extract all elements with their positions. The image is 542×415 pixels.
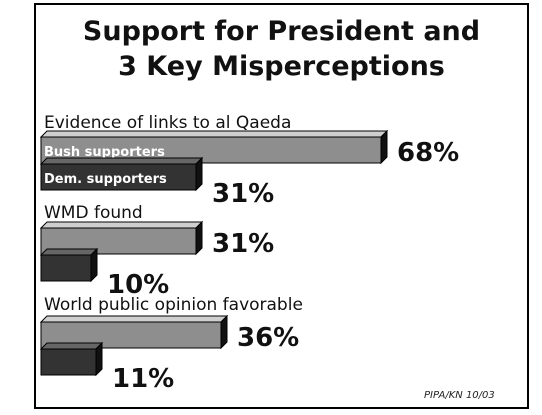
title-line-1: Support for President and <box>82 16 481 47</box>
series-name-label: Dem. supporters <box>44 172 167 187</box>
bar <box>40 254 92 282</box>
bar-side-face <box>90 247 98 283</box>
title-line-2: 3 Key Misperceptions <box>118 51 445 82</box>
category-label: WMD found <box>44 203 143 223</box>
category-label: World public opinion favorable <box>44 295 303 315</box>
bar-side-face <box>380 129 388 165</box>
bar-side-face <box>95 341 103 377</box>
data-label: 10% <box>107 270 169 300</box>
data-label: 11% <box>112 364 174 394</box>
bar-top-face <box>39 342 104 350</box>
bar-top-face <box>39 221 204 229</box>
bar <box>40 348 97 376</box>
bar-top-face <box>39 130 389 138</box>
bar-side-face <box>195 156 203 192</box>
bar-top-face <box>39 315 229 323</box>
bar-top-face <box>39 157 204 165</box>
bar-side-face <box>195 220 203 256</box>
category-label: Evidence of links to al Qaeda <box>44 113 291 133</box>
data-label: 36% <box>237 323 299 353</box>
chart-title: Support for President and 3 Key Misperce… <box>34 14 529 84</box>
bar <box>40 163 197 191</box>
series-name-label: Bush supporters <box>44 145 165 160</box>
data-label: 31% <box>212 179 274 209</box>
source-note: PIPA/KN 10/03 <box>424 390 495 401</box>
bar-top-face <box>39 248 99 256</box>
bar-side-face <box>220 314 228 350</box>
data-label: 31% <box>212 229 274 259</box>
data-label: 68% <box>397 138 459 168</box>
